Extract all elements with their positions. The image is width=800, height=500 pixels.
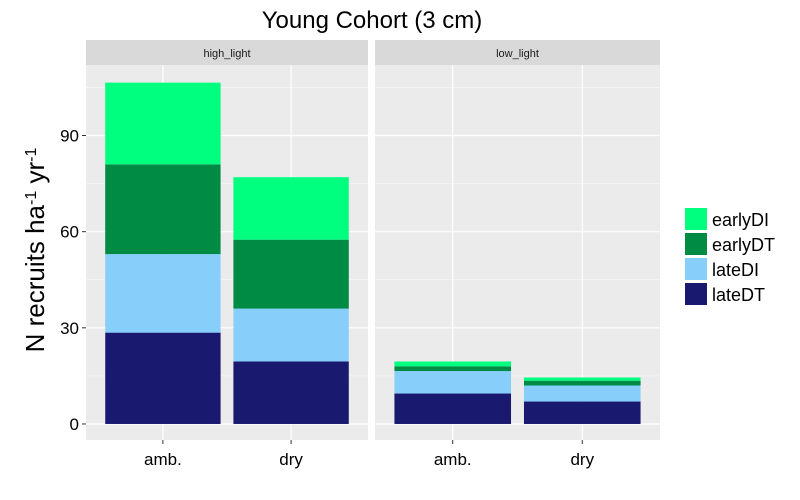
bar-high_light-amb-lateDI xyxy=(105,254,221,333)
strip-label-high_light: high_light xyxy=(203,48,250,60)
y-tick-label: 30 xyxy=(60,319,79,338)
x-tick-label: dry xyxy=(570,450,594,469)
y-axis-label-mid: yr xyxy=(20,162,50,191)
bar-low_light-dry-lateDI xyxy=(523,385,641,402)
y-tick-label: 0 xyxy=(70,415,79,434)
bar-high_light-amb-earlyDI xyxy=(105,82,221,165)
legend-key-lateDT xyxy=(685,283,707,305)
y-axis-label-sup2: -1 xyxy=(23,148,40,162)
y-axis-label-sup1: -1 xyxy=(23,191,40,205)
y-tick-label: 60 xyxy=(60,223,79,242)
bar-high_light-dry-earlyDT xyxy=(233,239,349,309)
legend-label-earlyDI: earlyDI xyxy=(712,210,769,230)
panels: high_light low_light xyxy=(86,40,660,440)
legend-label-lateDT: lateDT xyxy=(712,285,765,305)
y-axis-label: N recruits ha-1 yr-1 xyxy=(20,148,50,353)
legend: earlyDI earlyDT lateDI lateDT xyxy=(685,208,775,305)
bar-low_light-amb-lateDT xyxy=(394,393,512,424)
bar-high_light-dry-earlyDI xyxy=(233,177,349,240)
bar-low_light-dry-earlyDT xyxy=(523,380,641,386)
bar-low_light-amb-earlyDI xyxy=(394,361,512,367)
bar-high_light-amb-lateDT xyxy=(105,332,221,424)
bar-low_light-amb-earlyDT xyxy=(394,366,512,372)
bar-low_light-dry-earlyDI xyxy=(523,377,641,381)
legend-label-lateDI: lateDI xyxy=(712,260,759,280)
bar-low_light-dry-lateDT xyxy=(523,401,641,424)
bar-high_light-dry-lateDI xyxy=(233,308,349,362)
y-tick-label: 90 xyxy=(60,127,79,146)
legend-key-earlyDI xyxy=(685,208,707,230)
x-tick-label: amb. xyxy=(144,450,182,469)
legend-label-earlyDT: earlyDT xyxy=(712,235,775,255)
y-axis: 0 30 60 90 xyxy=(60,127,86,434)
x-tick-label: amb. xyxy=(434,450,472,469)
legend-key-earlyDT xyxy=(685,233,707,255)
y-axis-label-base: N recruits ha xyxy=(20,204,50,352)
bar-high_light-amb-earlyDT xyxy=(105,164,221,255)
strip-high_light xyxy=(86,40,368,65)
strip-label-low_light: low_light xyxy=(496,48,539,60)
x-axis: amb. dry amb. dry xyxy=(144,440,595,469)
strip-low_light xyxy=(375,40,660,65)
panel-high_light: high_light xyxy=(86,40,368,440)
x-tick-label: dry xyxy=(279,450,303,469)
legend-key-lateDI xyxy=(685,258,707,280)
bar-low_light-amb-lateDI xyxy=(394,371,512,394)
chart-title: Young Cohort (3 cm) xyxy=(262,7,483,34)
bar-high_light-dry-lateDT xyxy=(233,361,349,424)
panel-low_light: low_light xyxy=(375,40,660,440)
